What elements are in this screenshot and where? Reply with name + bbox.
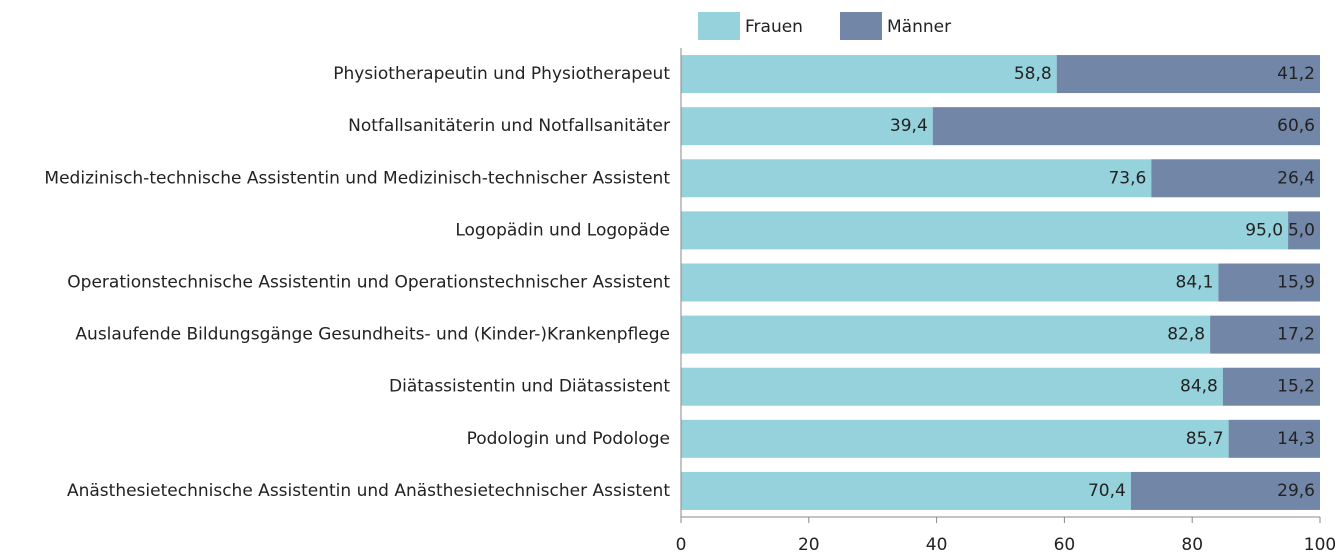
category-label: Logopädin und Logopäde	[455, 220, 670, 240]
data-label: 73,6	[1108, 168, 1146, 188]
data-label: 82,8	[1167, 325, 1205, 345]
x-tick-label: 0	[676, 535, 687, 554]
category-label: Auslaufende Bildungsgänge Gesundheits- u…	[75, 325, 670, 345]
category-label: Operationstechnische Assistentin und Ope…	[67, 273, 670, 293]
data-label: 70,4	[1088, 481, 1126, 501]
data-label: 95,0	[1245, 220, 1283, 240]
data-label: 41,2	[1277, 64, 1315, 84]
category-label: Diätassistentin und Diätassistent	[389, 377, 670, 397]
bar-segment	[681, 159, 1152, 198]
category-label: Podologin und Podologe	[467, 429, 670, 449]
data-label: 85,7	[1186, 429, 1224, 449]
category-label: Notfallsanitäterin und Notfallsanitäter	[348, 116, 670, 136]
bar-segment	[681, 419, 1229, 458]
bar-segment	[1288, 211, 1320, 250]
x-tick-label: 20	[798, 535, 820, 554]
data-label: 5,0	[1288, 220, 1315, 240]
bar-segment	[1056, 55, 1320, 94]
bar-segment	[681, 367, 1223, 406]
legend-label: Männer	[887, 17, 951, 37]
x-tick-label: 60	[1054, 535, 1076, 554]
legend-swatch	[840, 12, 882, 40]
data-label: 58,8	[1014, 64, 1052, 84]
bar-segment	[681, 107, 933, 146]
bar-segment	[1228, 419, 1320, 458]
legend-label: Frauen	[745, 17, 803, 37]
data-label: 60,6	[1277, 116, 1315, 136]
category-label: Anästhesietechnische Assistentin und Anä…	[67, 481, 670, 501]
data-label: 39,4	[890, 116, 928, 136]
data-label: 17,2	[1277, 325, 1315, 345]
bar-segment	[1218, 263, 1320, 302]
x-tick-label: 40	[926, 535, 948, 554]
category-label: Medizinisch-technische Assistentin und M…	[44, 168, 670, 188]
legend-swatch	[698, 12, 740, 40]
bar-segment	[681, 471, 1131, 510]
bar-segment	[1222, 367, 1320, 406]
bar-segment	[1130, 471, 1320, 510]
data-label: 84,1	[1176, 273, 1214, 293]
bar-segment	[932, 107, 1320, 146]
category-label: Physiotherapeutin und Physiotherapeut	[333, 64, 670, 84]
bar-segment	[1151, 159, 1320, 198]
data-label: 14,3	[1277, 429, 1315, 449]
bar-segment	[1210, 315, 1320, 354]
bar-segment	[681, 55, 1057, 94]
bar-segment	[681, 263, 1219, 302]
bar-segment	[681, 315, 1211, 354]
data-label: 84,8	[1180, 377, 1218, 397]
data-label: 26,4	[1277, 168, 1315, 188]
data-label: 15,2	[1277, 377, 1315, 397]
x-tick-label: 80	[1181, 535, 1203, 554]
data-label: 29,6	[1277, 481, 1315, 501]
bar-segment	[681, 211, 1289, 250]
data-label: 15,9	[1277, 273, 1315, 293]
x-tick-label: 100	[1304, 535, 1336, 554]
